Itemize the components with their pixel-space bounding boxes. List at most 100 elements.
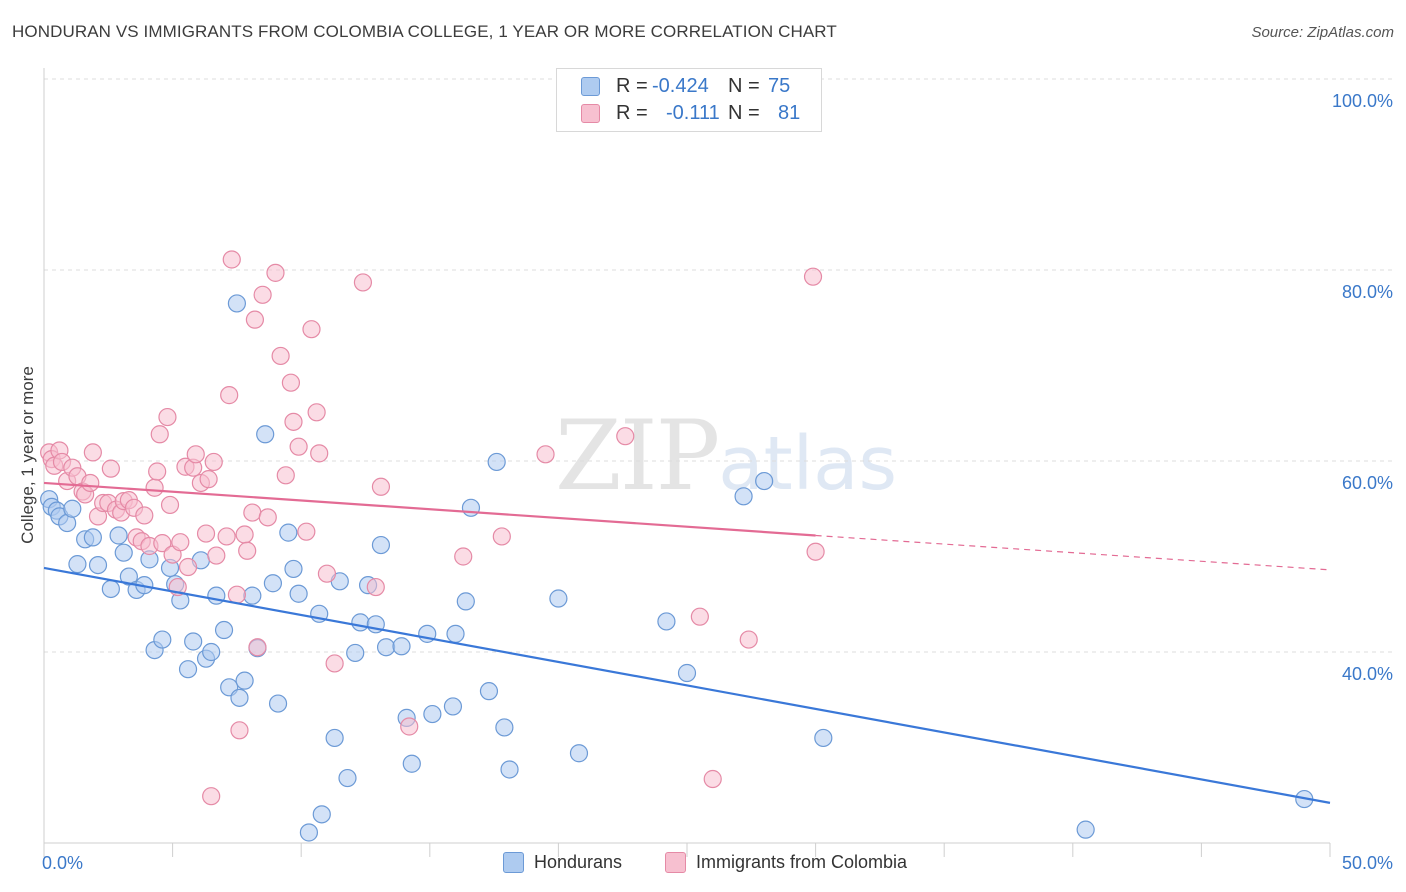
point-colombia (366, 577, 385, 597)
point-colombia (258, 508, 277, 527)
x-tick-label-left: 0.0% (42, 853, 83, 873)
point-honduran (392, 637, 411, 656)
point-honduran (68, 555, 87, 574)
legend-n-value: 75 (768, 74, 791, 97)
point-colombia (243, 503, 262, 522)
point-honduran (279, 523, 298, 542)
point-honduran (299, 823, 319, 842)
point-honduran (677, 663, 697, 683)
point-colombia (353, 273, 373, 292)
point-colombia (245, 310, 265, 329)
trendline-colombia-extension (815, 534, 1331, 571)
point-honduran (487, 452, 506, 472)
point-colombia (739, 630, 758, 649)
point-colombia (178, 557, 198, 577)
x-tick-label-right: 50.0% (1342, 853, 1393, 873)
y-tick-label: 80.0% (1342, 282, 1393, 302)
y-tick-label: 60.0% (1342, 473, 1393, 493)
bottom-legend-colombia: Immigrants from Colombia (665, 852, 907, 873)
bottom-legend-label-hondurans: Hondurans (534, 852, 623, 872)
point-honduran (230, 688, 249, 707)
point-honduran (443, 697, 463, 716)
point-honduran (351, 613, 370, 632)
point-honduran (456, 592, 475, 611)
point-honduran (268, 694, 288, 713)
point-honduran (312, 805, 331, 824)
legend-r-label: R = (616, 101, 648, 124)
point-honduran (289, 584, 308, 603)
point-colombia (284, 412, 303, 431)
point-honduran (184, 632, 203, 651)
legend-r-value: -0.111 (666, 101, 720, 124)
point-colombia (371, 477, 391, 496)
point-colombia (454, 547, 473, 566)
point-colombia (806, 542, 825, 561)
point-honduran (371, 535, 391, 555)
point-colombia (803, 267, 823, 286)
point-honduran (338, 768, 357, 788)
point-honduran (235, 671, 254, 690)
trendline-colombia (43, 481, 816, 537)
point-honduran (569, 744, 589, 763)
point-honduran (423, 704, 442, 724)
point-colombia (148, 462, 167, 481)
point-honduran (549, 589, 568, 608)
point-colombia (207, 546, 226, 565)
point-colombia (217, 527, 236, 546)
point-honduran (214, 620, 234, 640)
point-honduran (202, 642, 221, 662)
point-colombia (492, 527, 511, 546)
point-colombia (230, 721, 249, 740)
point-honduran (657, 612, 676, 631)
point-honduran (284, 559, 303, 579)
point-colombia (153, 534, 172, 553)
point-honduran (495, 718, 514, 737)
trendline-hondurans (43, 566, 1331, 804)
point-colombia (310, 444, 329, 463)
point-honduran (101, 579, 120, 599)
legend-row-hondurans: R = -0.424 N = 75 (581, 74, 790, 98)
bottom-legend-swatch-hondurans (503, 852, 524, 873)
bottom-legend-label-colombia: Immigrants from Colombia (696, 852, 908, 872)
series-hondurans (40, 294, 1314, 842)
point-honduran (814, 728, 833, 748)
legend-swatch-colombia (581, 103, 600, 123)
point-colombia (150, 425, 169, 444)
point-colombia (536, 445, 555, 464)
point-colombia (199, 470, 218, 489)
legend-n-value: 81 (778, 101, 801, 124)
point-colombia (317, 564, 337, 583)
point-colombia (227, 585, 246, 604)
point-colombia (400, 717, 419, 736)
point-colombia (101, 459, 120, 478)
legend-r-label: R = (616, 74, 648, 97)
legend-n-label: N = (728, 74, 760, 97)
point-colombia (325, 654, 344, 673)
point-honduran (500, 760, 519, 779)
point-colombia (266, 263, 285, 282)
point-colombia (703, 769, 722, 789)
point-honduran (325, 728, 344, 748)
legend-swatch-hondurans (581, 76, 600, 96)
point-honduran (263, 574, 283, 593)
point-honduran (109, 526, 128, 545)
point-colombia (307, 403, 326, 422)
point-honduran (402, 754, 421, 773)
point-colombia (145, 478, 164, 497)
point-colombia (202, 787, 221, 806)
point-honduran (227, 294, 246, 313)
point-colombia (171, 533, 190, 552)
legend-row-colombia: R = -0.111 N = 81 (581, 101, 800, 125)
point-honduran (63, 499, 82, 518)
point-colombia (248, 638, 267, 657)
point-honduran (119, 567, 138, 586)
point-honduran (479, 682, 499, 701)
point-colombia (271, 346, 290, 366)
point-colombia (196, 524, 216, 543)
point-honduran (88, 555, 108, 575)
chart-source: Source: ZipAtlas.com (1251, 24, 1394, 41)
y-tick-label: 100.0% (1332, 91, 1393, 111)
point-colombia (276, 466, 295, 485)
point-colombia (222, 250, 241, 269)
